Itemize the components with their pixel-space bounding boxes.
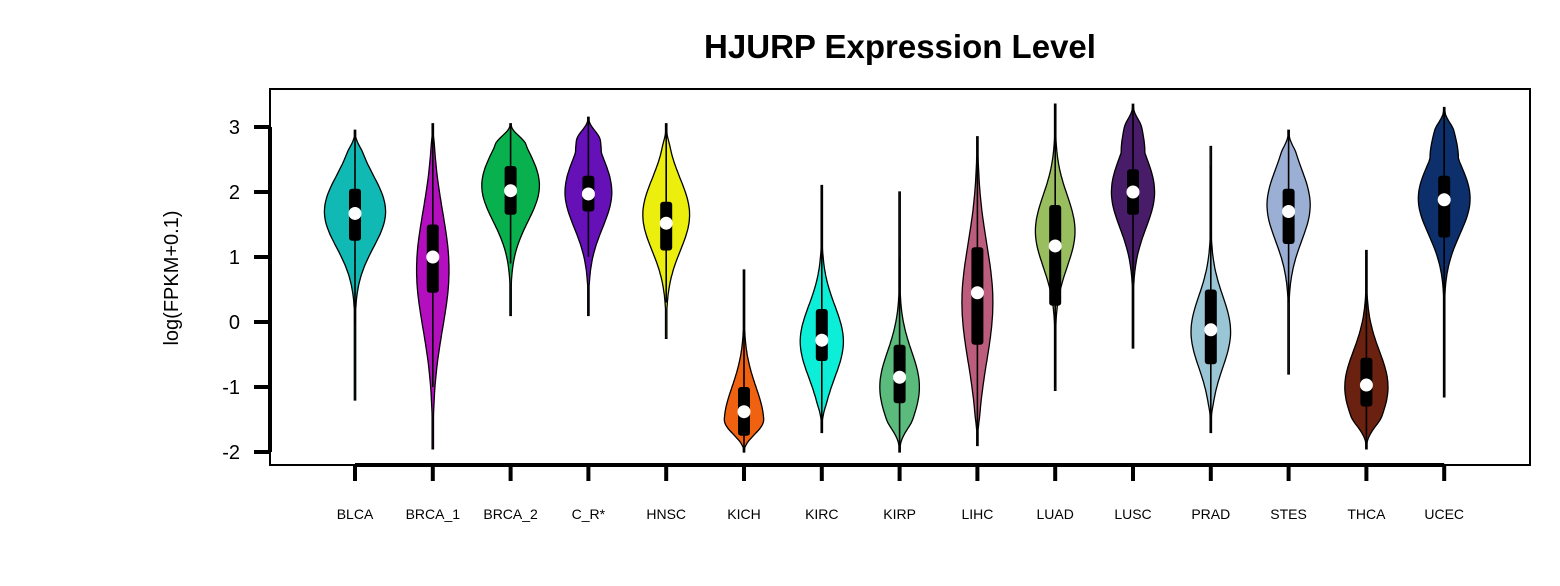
y-tick-label: 1 [229,247,240,269]
violin-median-point [893,370,907,384]
y-tick-label: 3 [229,117,240,139]
x-tick-label: KICH [727,506,760,522]
y-axis: -2 -1 0 1 2 3 [222,117,272,464]
violin-kirc [799,184,845,434]
violin-median-point [348,206,362,220]
y-tick-label: 0 [229,312,240,334]
y-axis-label: log(FPKM+0.1) [161,210,183,345]
violin-median-point [504,184,518,198]
violin-median-point [1282,205,1296,218]
violin-iqr-box [1438,175,1451,238]
violin-kich [723,269,765,453]
x-tick-label: BRCA_2 [483,506,538,522]
violin-median-point [1126,185,1140,199]
violin-lihc [961,136,994,447]
x-tick-label: KIRC [805,506,838,522]
violin-brca-1 [415,123,450,450]
x-tick-label: PRAD [1191,506,1230,522]
x-tick-label: THCA [1347,506,1386,522]
violin-group [323,103,1471,453]
violin-median-point [1204,323,1218,337]
violin-median-point [970,286,984,300]
x-tick-label: HNSC [646,506,686,522]
y-tick-label: -2 [222,442,240,464]
x-axis: BLCA BRCA_1 BRCA_2 C_R* HNSC KICH KIRC KIRP LIHC… [337,463,1464,522]
x-tick-label: C_R* [572,506,606,522]
violin-median-point [1359,378,1373,392]
violin-stes [1266,129,1311,375]
x-tick-label: UCEC [1424,506,1464,522]
violin-hnsc [642,123,691,339]
x-tick-label: KIRP [883,506,916,522]
violin-prad [1190,145,1232,434]
violin-median-point [815,333,829,347]
violin-median-point [659,216,673,230]
violin-brca-2 [481,123,541,317]
violin-kirp [879,191,921,453]
violin-ucec [1417,106,1471,398]
violin-median-point [737,405,751,419]
x-tick-label: BLCA [337,506,374,522]
chart-title: HJURP Expression Level [704,28,1096,65]
violin-median-point [426,250,440,264]
violin-thca [1344,249,1389,450]
violin-luad [1034,103,1076,391]
x-tick-label: LIHC [961,506,993,522]
x-tick-label: LUSC [1114,506,1151,522]
violin-blca [323,129,387,401]
violin-iqr-box [1049,205,1062,306]
violin-median-point [1048,239,1062,253]
y-tick-label: -1 [222,377,240,399]
violin-c-r- [564,116,613,317]
x-tick-label: LUAD [1037,506,1074,522]
violin-lusc [1110,103,1156,349]
x-tick-label: BRCA_1 [406,506,461,522]
violin-median-point [581,187,595,201]
x-tick-label: STES [1270,506,1307,522]
violin-median-point [1437,193,1451,207]
y-tick-label: 2 [229,182,240,204]
